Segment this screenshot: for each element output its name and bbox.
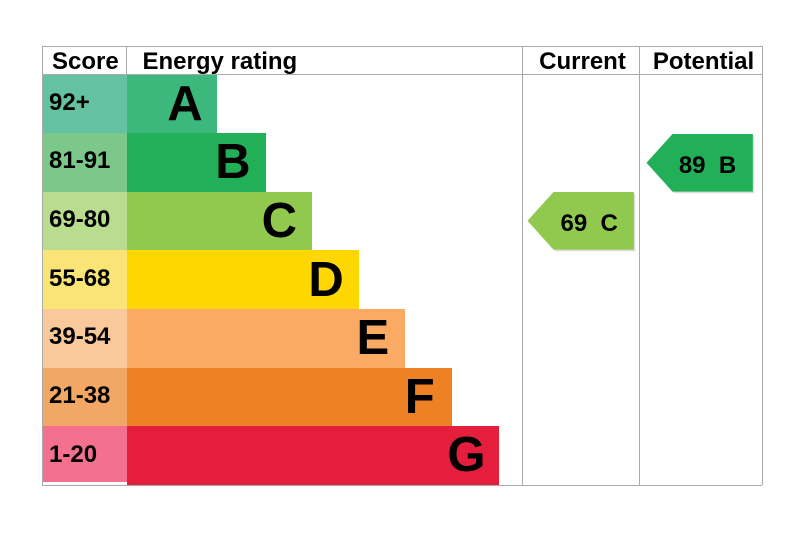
svg-text:89 B: 89 B — [678, 152, 735, 179]
svg-text:69 C: 69 C — [561, 210, 618, 237]
